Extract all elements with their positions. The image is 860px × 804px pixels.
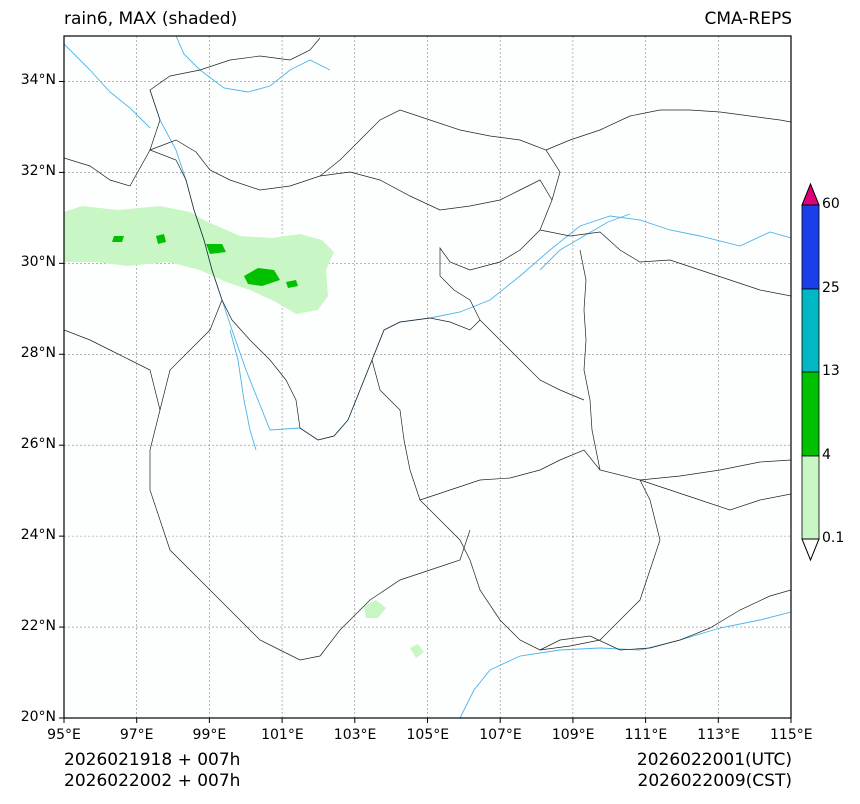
river-west: [64, 43, 151, 129]
lat-tick-label: 20°N: [20, 709, 56, 725]
boundary-yunnan: [149, 299, 471, 661]
rain-area-moderate-1: [244, 268, 280, 286]
valid-time-utc: 2026022001(UTC): [636, 750, 792, 770]
lon-tick-label: 109°E: [551, 727, 595, 743]
rain-area-moderate-2: [206, 244, 226, 254]
lat-tick-label: 24°N: [20, 527, 56, 544]
lon-tick-label: 111°E: [624, 727, 668, 743]
boundary-hunan: [579, 249, 791, 481]
lat-tick-label: 28°N: [20, 345, 56, 362]
river-han: [539, 213, 631, 271]
colorbar-seg-4-13: [801, 371, 820, 457]
colorbar-level-label: 13: [822, 363, 840, 379]
province-boundaries: [64, 37, 791, 661]
colorbar-seg-0.1-4: [801, 455, 820, 540]
river-pearl: [459, 611, 791, 718]
rain-area-moderate-5: [286, 280, 298, 288]
rain-area-light-2: [364, 600, 386, 618]
lon-tick-label: 101°E: [261, 727, 304, 743]
boundary-sichuan: [149, 139, 553, 441]
colorbar-min-triangle: [801, 538, 820, 562]
rain-shading: [64, 206, 424, 658]
river-yellow: [175, 36, 331, 93]
colorbar-level-label: 4: [822, 447, 831, 463]
boundary-henan-hubei: [545, 109, 791, 151]
init-time-utc: 2026021918 + 007h: [64, 750, 241, 770]
lon-tick-label: 115°E: [770, 727, 813, 743]
colorbar-seg-13-25: [801, 288, 820, 373]
colorbar-level-label: 60: [822, 196, 840, 212]
boundary-guizhou-south: [371, 359, 601, 501]
init-time-cst: 2026022002 + 007h: [64, 771, 241, 791]
lat-tick-label: 26°N: [20, 436, 56, 453]
boundary-chongqing-guizhou: [479, 319, 585, 401]
boundary-guangdong: [639, 479, 791, 511]
lon-tick-label: 113°E: [697, 727, 740, 743]
lon-tick-label: 99°E: [192, 727, 227, 743]
colorbar: [801, 182, 820, 562]
colorbar-seg-25-60: [801, 204, 820, 290]
lon-tick-label: 107°E: [479, 727, 522, 743]
lat-tick-label: 30°N: [20, 254, 56, 271]
rain-area-moderate-3: [156, 234, 166, 244]
lon-tick-label: 97°E: [119, 727, 154, 743]
rain-area-light-3: [410, 644, 424, 658]
valid-time-cst: 2026022009(CST): [637, 771, 792, 791]
boundary-guangxi: [419, 479, 661, 651]
colorbar-level-label: 0.1: [822, 530, 845, 546]
lon-tick-label: 95°E: [47, 727, 81, 743]
lon-tick-label: 103°E: [333, 727, 377, 743]
model-name: CMA-REPS: [704, 9, 792, 29]
rain-area-light: [64, 206, 334, 314]
boundary-qinghai-gansu: [64, 37, 321, 187]
boundary-hubei-south: [539, 229, 791, 297]
rain-area-moderate-4: [112, 236, 124, 242]
colorbar-max-triangle: [801, 182, 820, 206]
lat-tick-label: 34°N: [20, 72, 56, 89]
lat-tick-label: 32°N: [20, 163, 56, 180]
lat-tick-label: 22°N: [20, 618, 56, 635]
colorbar-level-label: 25: [822, 280, 840, 296]
lon-tick-label: 105°E: [406, 727, 450, 743]
map-title: rain6, MAX (shaded): [64, 9, 238, 29]
boundary-shaanxi: [319, 109, 561, 201]
river-mekong: [229, 329, 257, 451]
boundary-guangdong-coast: [539, 589, 791, 651]
axis-ticks: [59, 80, 792, 723]
boundary-yunnan-west: [64, 329, 161, 411]
